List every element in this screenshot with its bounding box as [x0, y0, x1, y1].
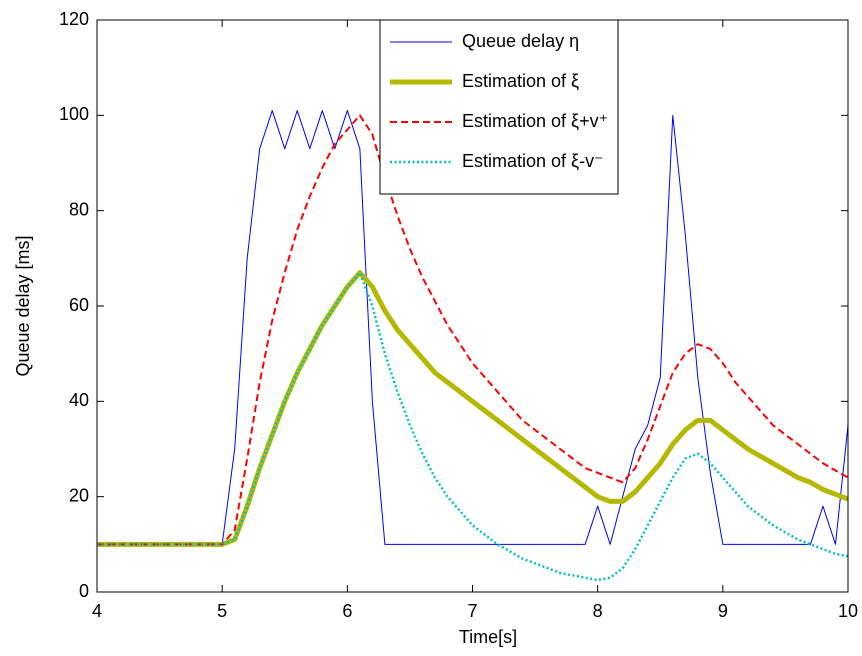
x-tick-label: 9	[718, 601, 728, 621]
y-tick-label: 20	[69, 485, 89, 505]
y-tick-label: 40	[69, 390, 89, 410]
series-line	[97, 270, 848, 547]
x-tick-label: 8	[593, 601, 603, 621]
x-tick-label: 6	[342, 601, 352, 621]
legend-label: Estimation of ξ-v⁻	[462, 151, 604, 171]
y-tick-label: 120	[59, 9, 89, 29]
x-axis-label: Time[s]	[459, 627, 517, 647]
y-tick-label: 60	[69, 295, 89, 315]
series-line	[97, 114, 848, 546]
legend-box	[379, 19, 619, 195]
x-tick-label: 10	[838, 601, 858, 621]
x-tick-label: 4	[92, 601, 102, 621]
legend-label: Estimation of ξ	[462, 71, 579, 91]
x-tick-label: 5	[217, 601, 227, 621]
y-tick-label: 0	[79, 581, 89, 601]
series-line	[97, 271, 848, 582]
legend-label: Estimation of ξ+v⁺	[462, 111, 608, 131]
y-tick-label: 80	[69, 199, 89, 219]
y-tick-label: 100	[59, 104, 89, 124]
legend-label: Queue delay η	[462, 31, 579, 51]
y-axis-label: Queue delay [ms]	[13, 235, 33, 376]
x-tick-label: 7	[467, 601, 477, 621]
